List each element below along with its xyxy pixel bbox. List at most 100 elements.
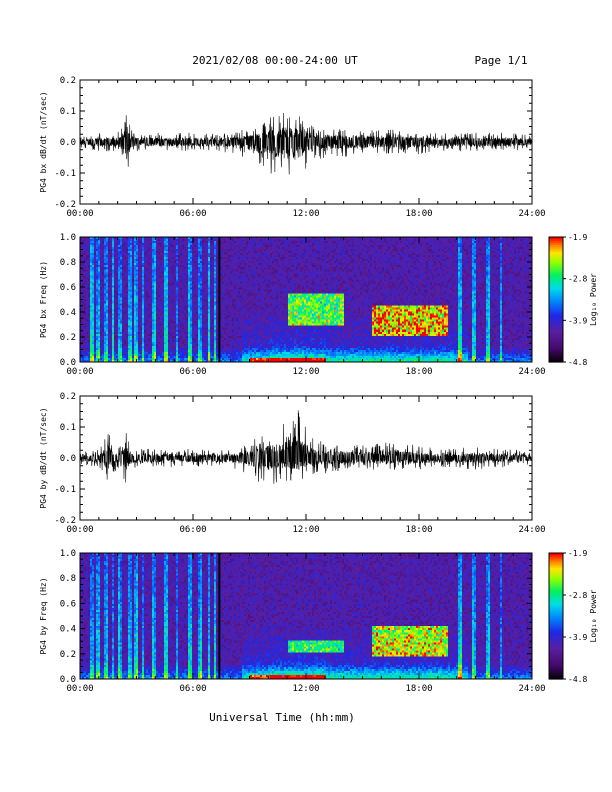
colorbar-segment: [549, 609, 563, 613]
colorbar-segment: [549, 653, 563, 657]
colorbar-tick-label: -1.9: [568, 549, 587, 558]
colorbar-segment: [549, 674, 563, 678]
colorbar-segment: [549, 270, 563, 274]
x-tick-label: 12:00: [292, 367, 319, 377]
colorbar-segment: [549, 341, 563, 344]
colorbar-segment: [549, 351, 563, 355]
x-tick-label: 24:00: [518, 525, 545, 535]
colorbar-segment: [549, 334, 563, 338]
colorbar-segment: [549, 343, 563, 346]
colorbar-segment: [549, 616, 563, 619]
colorbar-segment: [549, 287, 563, 290]
colorbar-segment: [549, 305, 563, 309]
colorbar-segment: [549, 611, 563, 615]
colorbar-segment: [549, 637, 563, 640]
colorbar-segment: [549, 347, 563, 351]
colorbar-segment: [549, 643, 563, 646]
colorbar-segment: [549, 649, 563, 653]
x-tick-label: 06:00: [179, 525, 206, 535]
colorbar-segment: [549, 301, 563, 305]
colorbar-tick-label: -4.8: [568, 675, 587, 684]
colorbar-segment: [549, 655, 563, 659]
y-tick-label: 0.1: [60, 423, 76, 433]
colorbar-segment: [549, 569, 563, 573]
colorbar-segment: [549, 339, 563, 342]
colorbar-segment: [549, 324, 563, 328]
colorbar-segment: [549, 330, 563, 334]
colorbar: -1.9 -2.8 -3.9 -4.8 Log₁₀ Power: [548, 233, 598, 367]
colorbar-segment: [549, 293, 563, 296]
colorbar-segment: [549, 647, 563, 651]
colorbar-segment: [549, 312, 563, 315]
colorbar-segment: [549, 584, 563, 588]
colorbar-segment: [549, 251, 563, 255]
colorbar-segment: [549, 282, 563, 286]
y-tick-label: 0.8: [60, 574, 76, 584]
y-tick-label: 0.4: [60, 308, 76, 318]
colorbar-segment: [549, 599, 563, 602]
x-tick-label: 06:00: [179, 684, 206, 694]
spectrogram-image: [80, 237, 532, 362]
series-trace: [79, 410, 533, 484]
colorbar-segment: [549, 316, 563, 319]
colorbar-segment: [549, 297, 563, 301]
x-tick-label: 18:00: [405, 209, 432, 219]
colorbar-segment: [549, 632, 563, 636]
colorbar-segment: [549, 359, 563, 363]
colorbar-segment: [549, 266, 563, 269]
colorbar-segment: [549, 622, 563, 625]
colorbar-segment: [549, 245, 563, 249]
y-tick-label: 0.0: [60, 358, 76, 368]
colorbar-segment: [549, 553, 563, 556]
colorbar-segment: [549, 662, 563, 665]
colorbar-segment: [549, 239, 563, 242]
y-tick-label: 0.1: [60, 107, 76, 117]
colorbar-segment: [549, 328, 563, 332]
colorbar-segment: [549, 580, 563, 583]
colorbar-segment: [549, 613, 563, 617]
colorbar-segment: [549, 274, 563, 278]
colorbar-segment: [549, 603, 563, 607]
colorbar-segment: [549, 670, 563, 674]
y-tick-label: 0.0: [60, 138, 76, 148]
colorbar-segment: [549, 318, 563, 321]
plot-frame: [79, 552, 533, 680]
colorbar-segment: [549, 259, 563, 263]
colorbar-segment: [549, 291, 563, 294]
panels: 00:00 06:00 12:00 18:00 24:00 -0.2 -0.1 0.0 0.1 0…: [39, 76, 598, 694]
colorbar-segment: [549, 630, 563, 634]
heatmap-panel: 00:00 06:00 12:00 18:00 24:00 0.0 0.2 0.4 0.6 0.8…: [39, 549, 598, 694]
colorbar-segment: [549, 592, 563, 596]
y-tick-label: -0.1: [54, 485, 76, 495]
colorbar-segment: [549, 576, 563, 579]
colorbar-segment: [549, 262, 563, 265]
plot-frame: [79, 236, 533, 363]
colorbar-segment: [549, 280, 563, 284]
series-trace: [79, 112, 533, 175]
colorbar-label: Log₁₀ Power: [589, 589, 598, 642]
line-panel: 00:00 06:00 12:00 18:00 24:00 -0.2 -0.1 0.0 0.1 0…: [39, 76, 546, 219]
colorbar-segment: [549, 607, 563, 611]
colorbar-segment: [549, 332, 563, 336]
colorbar-segment: [549, 247, 563, 251]
colorbar-segment: [549, 353, 563, 357]
colorbar-segment: [549, 264, 563, 267]
colorbar-frame: [548, 552, 564, 680]
x-tick-label: 06:00: [179, 367, 206, 377]
colorbar-segment: [549, 355, 563, 359]
colorbar-segment: [549, 676, 563, 680]
colorbar-segment: [549, 299, 563, 303]
colorbar-segment: [549, 272, 563, 276]
colorbar-segment: [549, 241, 563, 244]
colorbar-segment: [549, 605, 563, 609]
colorbar-segment: [549, 357, 563, 361]
colorbar-tick-label: -4.8: [568, 358, 587, 367]
colorbar-segment: [549, 268, 563, 271]
y-tick-label: 0.4: [60, 625, 76, 635]
colorbar-segment: [549, 243, 563, 246]
colorbar-segment: [549, 255, 563, 259]
colorbar-segment: [549, 276, 563, 280]
colorbar-segment: [549, 345, 563, 349]
plot-frame: [79, 79, 533, 205]
